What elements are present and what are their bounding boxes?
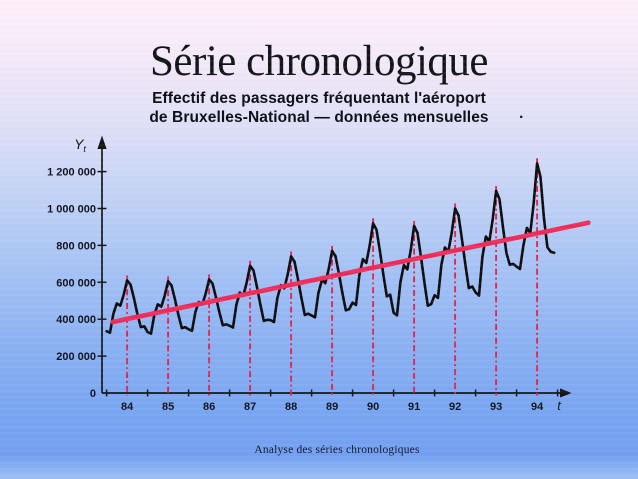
x-tick-label: 85 xyxy=(162,401,174,413)
x-axis-title: t xyxy=(557,398,562,413)
y-tick-label: 200 000 xyxy=(56,351,96,363)
footer-text: Analyse des séries chronologiques xyxy=(254,444,420,456)
x-tick-label: 92 xyxy=(449,401,461,413)
x-tick-label: 93 xyxy=(490,401,502,413)
y-tick-label: 400 000 xyxy=(56,314,96,326)
x-tick-label: 90 xyxy=(367,401,379,413)
y-tick-label: 1 000 000 xyxy=(47,204,96,216)
y-tick-label: 1 200 000 xyxy=(47,167,96,179)
chart-subtitle: Effectif des passagers fréquentant l'aér… xyxy=(0,89,638,127)
x-tick-label: 94 xyxy=(531,401,544,413)
y-tick-label: 600 000 xyxy=(56,277,96,289)
subtitle-line-2: de Bruxelles-National — données mensuell… xyxy=(149,109,489,126)
y-tick-label: 800 000 xyxy=(56,240,96,252)
x-axis-arrow-icon xyxy=(560,388,572,398)
y-axis-title: Yt xyxy=(74,136,86,154)
page-title: Série chronologique xyxy=(150,38,489,85)
x-tick-label: 89 xyxy=(326,401,338,413)
stray-dot: . xyxy=(519,105,524,122)
x-tick-label: 87 xyxy=(244,401,256,413)
trend-line xyxy=(110,220,591,325)
y-tick-label: 0 xyxy=(90,388,96,400)
y-axis-arrow-icon xyxy=(97,135,107,149)
x-tick-label: 84 xyxy=(121,401,134,413)
x-tick-label: 86 xyxy=(203,401,215,413)
passengers-curve xyxy=(105,162,556,335)
x-tick-label: 88 xyxy=(285,401,297,413)
x-tick-label: 91 xyxy=(408,401,420,413)
subtitle-line-1: Effectif des passagers fréquentant l'aér… xyxy=(152,90,486,107)
